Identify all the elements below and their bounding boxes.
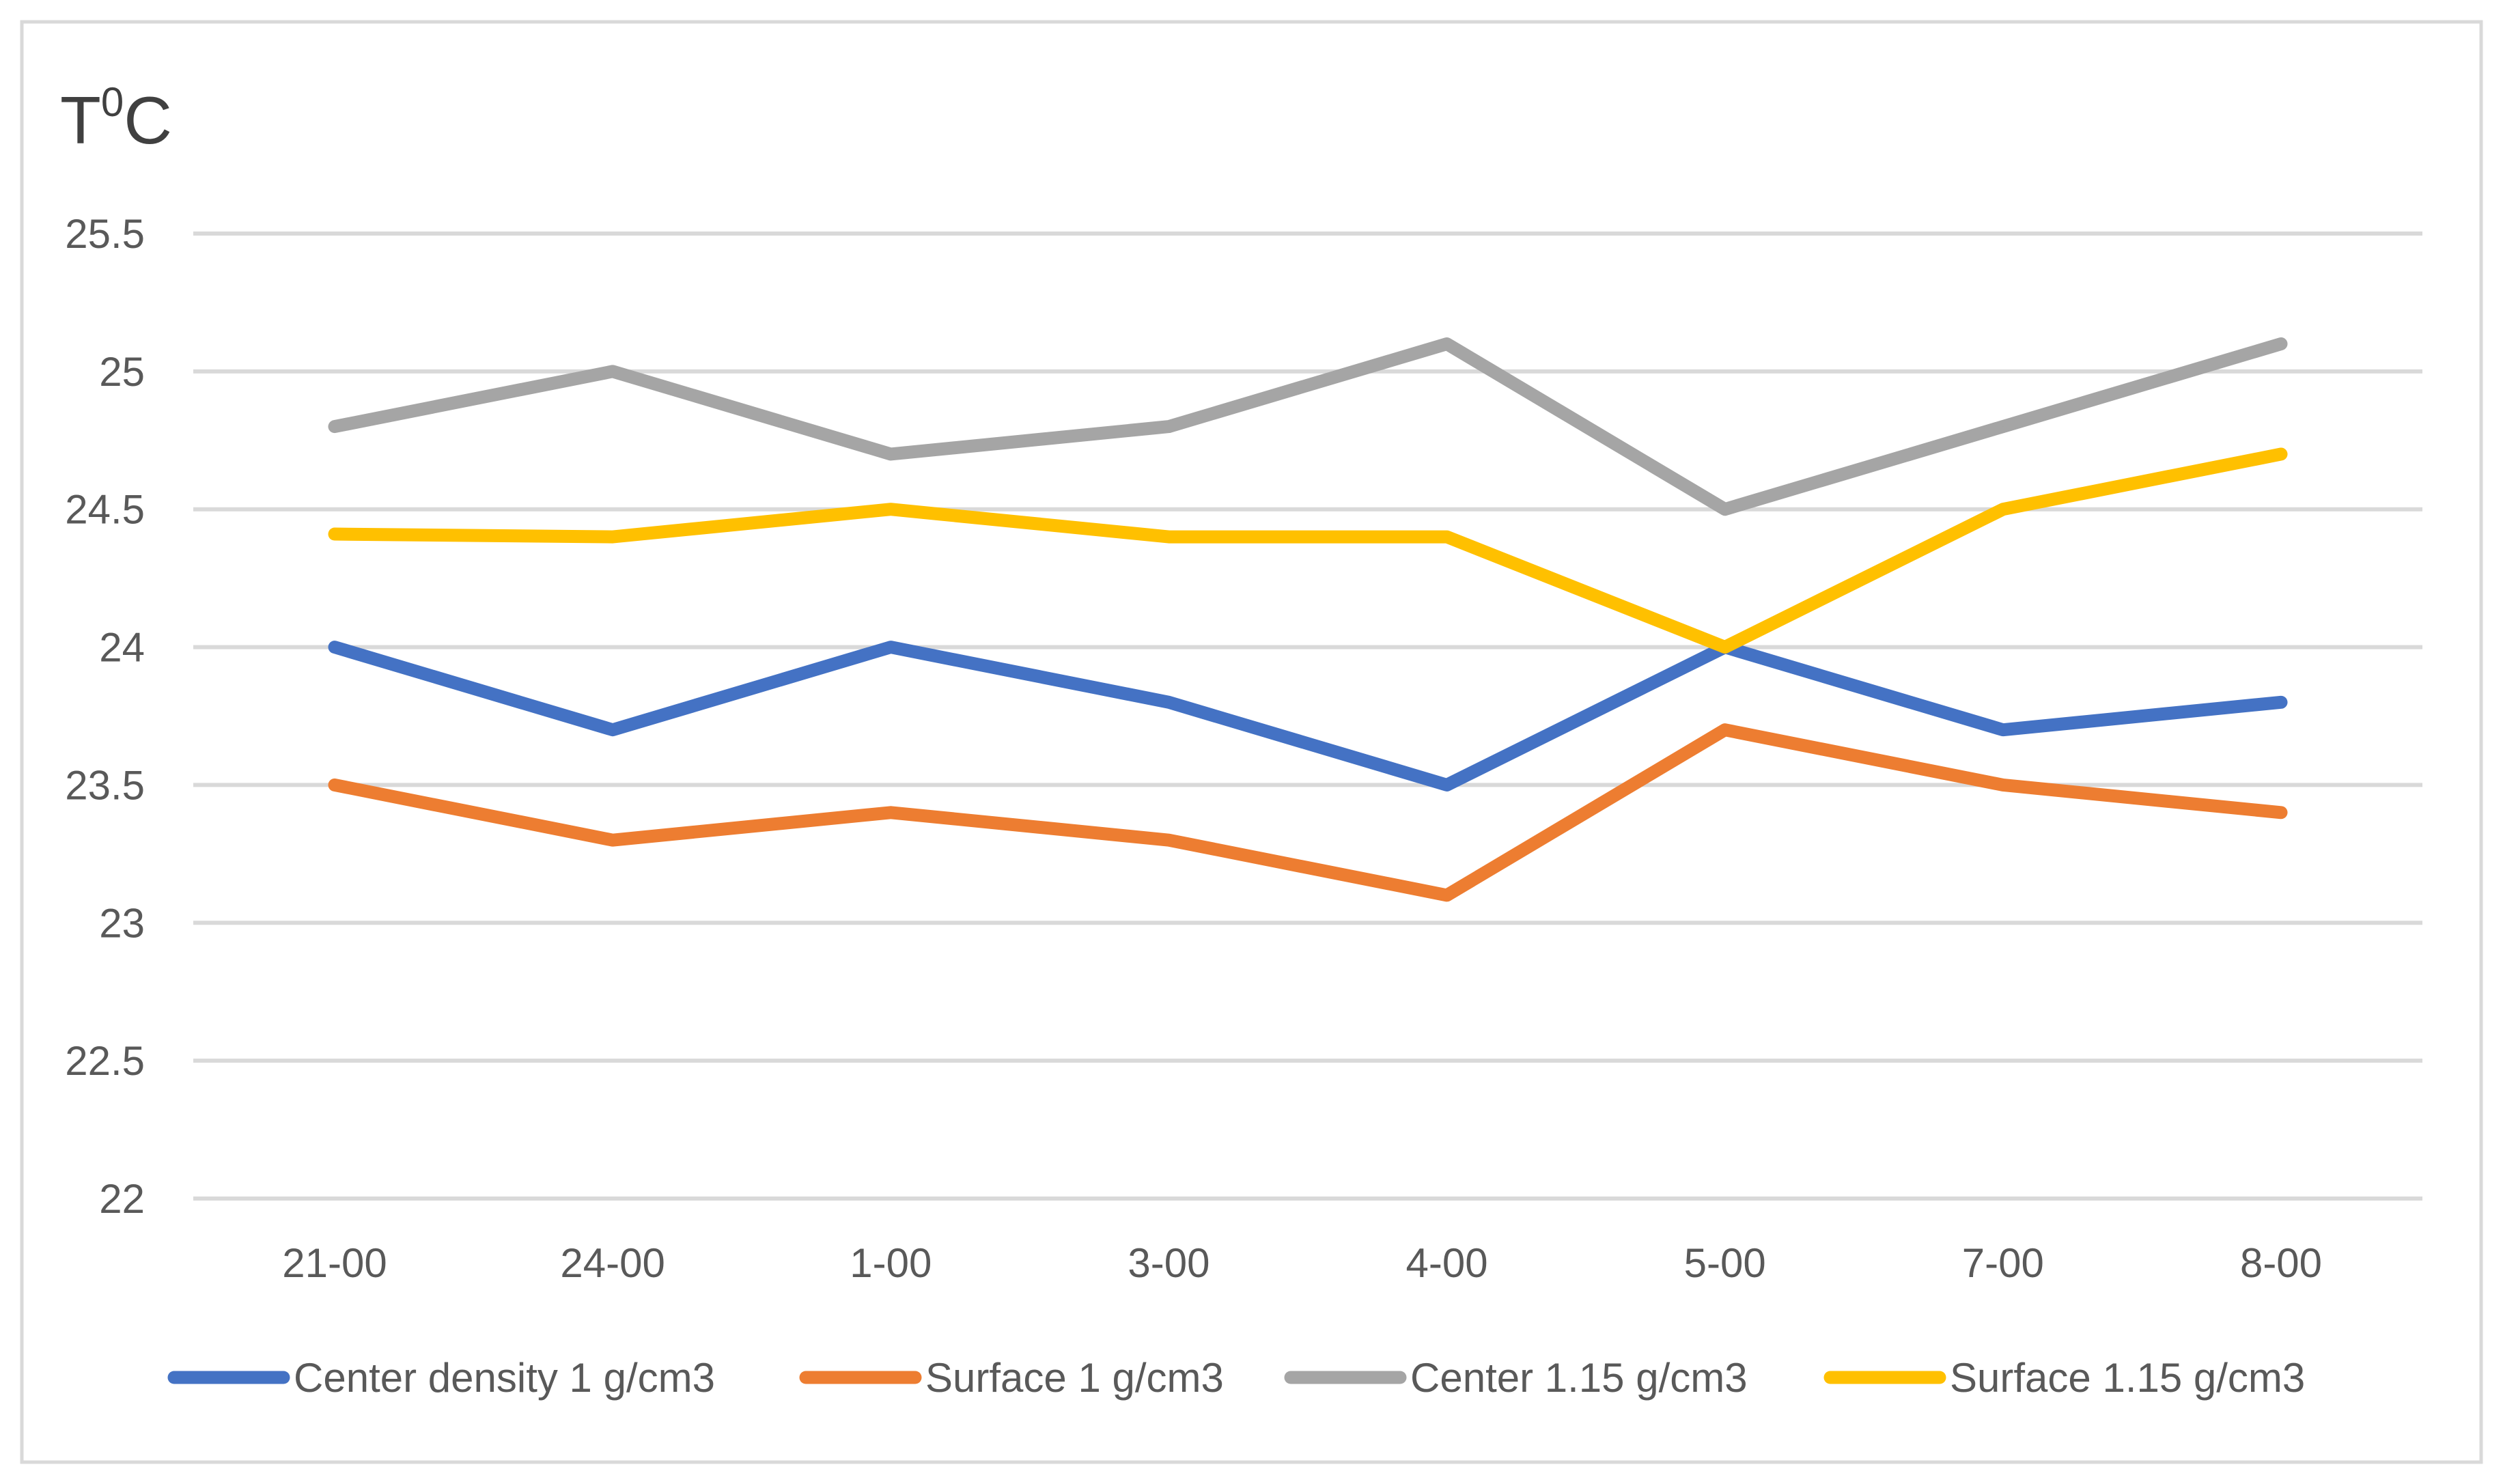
data-point bbox=[2002, 729, 2004, 731]
legend-label: Center density 1 g/cm3 bbox=[294, 1355, 715, 1401]
legend-label: Surface 1.15 g/cm3 bbox=[1950, 1355, 2305, 1401]
x-tick-label: 1-00 bbox=[850, 1240, 932, 1286]
series-lines bbox=[328, 337, 2288, 902]
legend-label: Surface 1 g/cm3 bbox=[925, 1355, 1224, 1401]
data-point bbox=[2280, 701, 2282, 703]
x-tick-label: 5-00 bbox=[1684, 1240, 1766, 1286]
legend-item: Center density 1 g/cm3 bbox=[167, 1355, 715, 1401]
x-tick-label: 8-00 bbox=[2240, 1240, 2322, 1286]
y-axis-unit-label: T0C bbox=[60, 79, 172, 158]
series-line bbox=[328, 337, 2288, 516]
series-3 bbox=[328, 337, 2288, 516]
data-point bbox=[2002, 426, 2004, 428]
y-tick-label: 24 bbox=[99, 625, 145, 671]
y-tick-label: 23.5 bbox=[65, 762, 145, 808]
y-tick-label: 23 bbox=[99, 900, 145, 946]
legend: Center density 1 g/cm3 Surface 1 g/cm3 Cen… bbox=[167, 1355, 2305, 1401]
legend-label: Center 1.15 g/cm3 bbox=[1410, 1355, 1748, 1401]
data-point bbox=[1724, 729, 1726, 731]
series-4 bbox=[328, 447, 2288, 654]
x-tick-label: 24-00 bbox=[560, 1240, 665, 1286]
legend-item: Center 1.15 g/cm3 bbox=[1284, 1355, 1748, 1401]
legend-item: Surface 1 g/cm3 bbox=[799, 1355, 1224, 1401]
x-tick-label: 4-00 bbox=[1406, 1240, 1488, 1286]
chart-border bbox=[20, 20, 2483, 1464]
y-tick-label: 22.5 bbox=[65, 1038, 145, 1084]
series-line bbox=[328, 447, 2288, 654]
x-tick-label: 21-00 bbox=[282, 1240, 387, 1286]
gridlines bbox=[193, 232, 2422, 1201]
y-tick-label: 25.5 bbox=[65, 211, 145, 257]
data-point bbox=[2280, 453, 2282, 455]
legend-item: Surface 1.15 g/cm3 bbox=[1823, 1355, 2305, 1401]
y-tick-label: 24.5 bbox=[65, 487, 145, 533]
x-tick-label: 3-00 bbox=[1128, 1240, 1209, 1286]
x-axis-tick-labels: 21-00 24-00 1-00 3-00 4-00 5-00 7-00 8-00 bbox=[282, 1240, 2322, 1286]
series-line bbox=[328, 723, 2288, 902]
series-line bbox=[328, 641, 2288, 792]
y-unit-suffix: C bbox=[124, 83, 172, 158]
y-axis-tick-labels: 22 22.5 23 23.5 24 24.5 25 25.5 bbox=[65, 211, 145, 1222]
data-point bbox=[2280, 812, 2282, 813]
y-tick-label: 25 bbox=[99, 349, 145, 395]
series-2 bbox=[328, 723, 2288, 902]
y-tick-label: 22 bbox=[99, 1176, 145, 1222]
x-tick-label: 7-00 bbox=[1962, 1240, 2044, 1286]
y-unit-base: T bbox=[60, 83, 101, 158]
y-unit-superscript: 0 bbox=[101, 79, 124, 125]
